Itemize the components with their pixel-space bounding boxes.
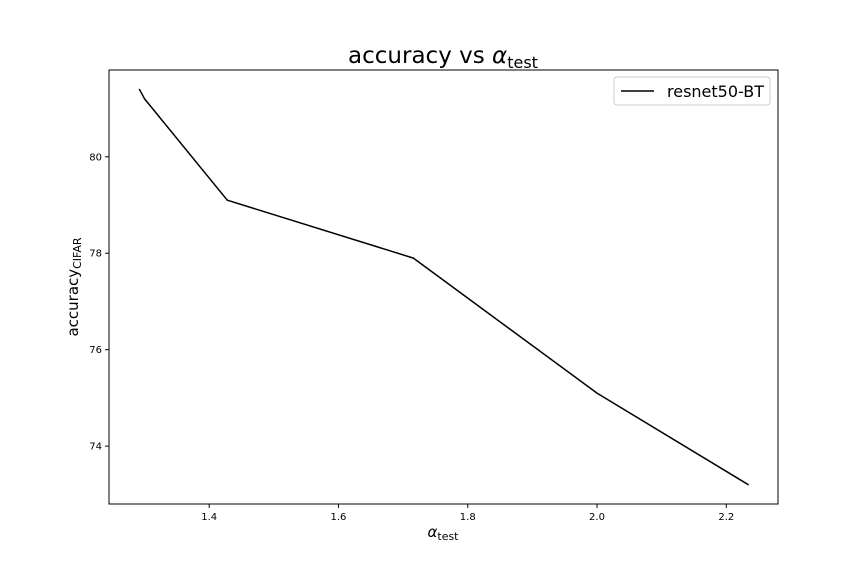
data-point xyxy=(596,392,598,394)
y-axis-ticks: 74 76 78 80 xyxy=(89,152,109,453)
chart-title-main: accuracy vs xyxy=(348,43,492,69)
y-tick-label: 74 xyxy=(89,442,102,453)
x-axis-ticks: 1.4 1.6 1.8 2.0 2.2 xyxy=(201,504,734,523)
x-tick-label: 1.8 xyxy=(460,512,476,523)
series-line-resnet50-bt xyxy=(138,88,749,486)
plot-area xyxy=(108,69,779,505)
y-axis-label-main: accuracy xyxy=(64,269,82,337)
x-tick-label: 2.0 xyxy=(589,512,605,523)
chart-title: accuracy vs αtest xyxy=(348,43,538,72)
y-tick-label: 80 xyxy=(89,152,102,163)
data-point xyxy=(226,199,228,201)
x-tick-label: 1.4 xyxy=(201,512,217,523)
legend-label-resnet50-bt: resnet50-BT xyxy=(667,82,764,101)
series-layer xyxy=(138,88,749,486)
y-axis-label: accuracyCIFAR xyxy=(64,237,84,336)
x-axis-label-subscript: test xyxy=(437,530,459,543)
y-tick-label: 78 xyxy=(89,249,102,260)
data-point xyxy=(412,257,415,259)
y-tick-label: 76 xyxy=(89,345,102,356)
data-point xyxy=(143,98,146,100)
data-point xyxy=(138,88,140,90)
data-point xyxy=(747,484,749,486)
y-axis-label-subscript: CIFAR xyxy=(71,237,84,269)
chart-title-symbol: α xyxy=(492,43,507,69)
x-tick-label: 1.6 xyxy=(331,512,347,523)
x-axis-label-symbol: α xyxy=(427,523,437,541)
legend: resnet50-BT xyxy=(613,76,771,106)
x-axis-label: αtest xyxy=(427,523,459,543)
legend-box xyxy=(613,76,771,106)
x-tick-label: 2.2 xyxy=(718,512,734,523)
chart-title-subscript: test xyxy=(507,53,538,72)
